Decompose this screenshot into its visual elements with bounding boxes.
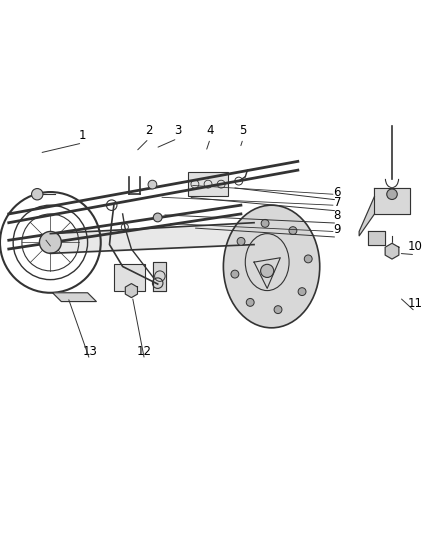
Text: 7: 7: [333, 197, 341, 209]
Text: 6: 6: [333, 185, 341, 198]
Text: 9: 9: [333, 223, 341, 236]
Text: 12: 12: [137, 345, 152, 358]
Text: 3: 3: [174, 124, 181, 137]
Circle shape: [387, 189, 397, 199]
Text: 5: 5: [240, 124, 247, 137]
Polygon shape: [385, 243, 399, 259]
Polygon shape: [368, 231, 385, 245]
Circle shape: [153, 213, 162, 222]
Circle shape: [298, 288, 306, 296]
Text: 1: 1: [78, 128, 86, 142]
Text: 2: 2: [145, 124, 153, 137]
Circle shape: [39, 231, 61, 253]
Polygon shape: [374, 188, 410, 214]
Polygon shape: [53, 293, 96, 302]
Polygon shape: [125, 284, 138, 297]
FancyBboxPatch shape: [188, 172, 228, 197]
Circle shape: [32, 189, 43, 200]
Text: 8: 8: [334, 209, 341, 222]
Text: 10: 10: [408, 240, 423, 253]
Text: 11: 11: [408, 297, 423, 310]
Circle shape: [274, 306, 282, 313]
Circle shape: [261, 264, 274, 278]
Circle shape: [231, 270, 239, 278]
Circle shape: [237, 237, 245, 245]
Text: 4: 4: [206, 124, 214, 137]
Circle shape: [148, 180, 157, 189]
FancyBboxPatch shape: [114, 264, 145, 290]
Circle shape: [304, 255, 312, 263]
Circle shape: [289, 227, 297, 235]
Ellipse shape: [223, 205, 320, 328]
Circle shape: [246, 298, 254, 306]
Circle shape: [261, 220, 269, 227]
Text: 13: 13: [82, 345, 97, 358]
Polygon shape: [359, 197, 374, 236]
Polygon shape: [153, 262, 166, 290]
